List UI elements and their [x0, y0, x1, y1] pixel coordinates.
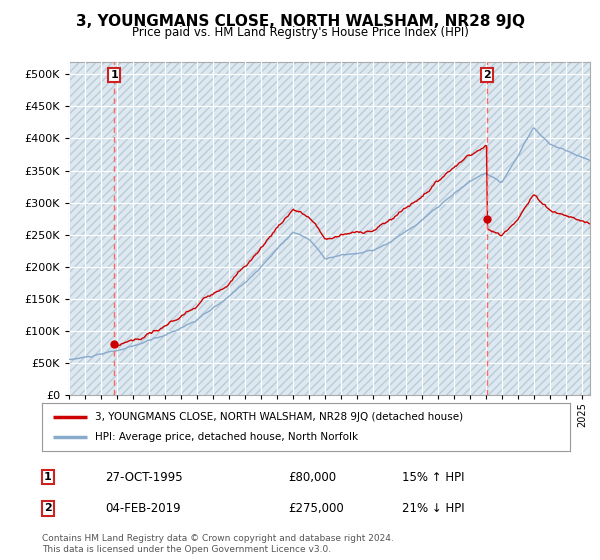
Text: 3, YOUNGMANS CLOSE, NORTH WALSHAM, NR28 9JQ (detached house): 3, YOUNGMANS CLOSE, NORTH WALSHAM, NR28 …: [95, 412, 463, 422]
Text: Contains HM Land Registry data © Crown copyright and database right 2024.: Contains HM Land Registry data © Crown c…: [42, 534, 394, 543]
Text: 3, YOUNGMANS CLOSE, NORTH WALSHAM, NR28 9JQ: 3, YOUNGMANS CLOSE, NORTH WALSHAM, NR28 …: [76, 14, 524, 29]
Text: HPI: Average price, detached house, North Norfolk: HPI: Average price, detached house, Nort…: [95, 432, 358, 442]
Text: 04-FEB-2019: 04-FEB-2019: [105, 502, 181, 515]
Text: 2: 2: [483, 70, 491, 80]
Text: 1: 1: [110, 70, 118, 80]
Text: £275,000: £275,000: [288, 502, 344, 515]
Text: 15% ↑ HPI: 15% ↑ HPI: [402, 470, 464, 484]
Text: This data is licensed under the Open Government Licence v3.0.: This data is licensed under the Open Gov…: [42, 545, 331, 554]
Text: Price paid vs. HM Land Registry's House Price Index (HPI): Price paid vs. HM Land Registry's House …: [131, 26, 469, 39]
Text: 2: 2: [44, 503, 52, 514]
Text: 27-OCT-1995: 27-OCT-1995: [105, 470, 182, 484]
Text: £80,000: £80,000: [288, 470, 336, 484]
Text: 1: 1: [44, 472, 52, 482]
Text: 21% ↓ HPI: 21% ↓ HPI: [402, 502, 464, 515]
